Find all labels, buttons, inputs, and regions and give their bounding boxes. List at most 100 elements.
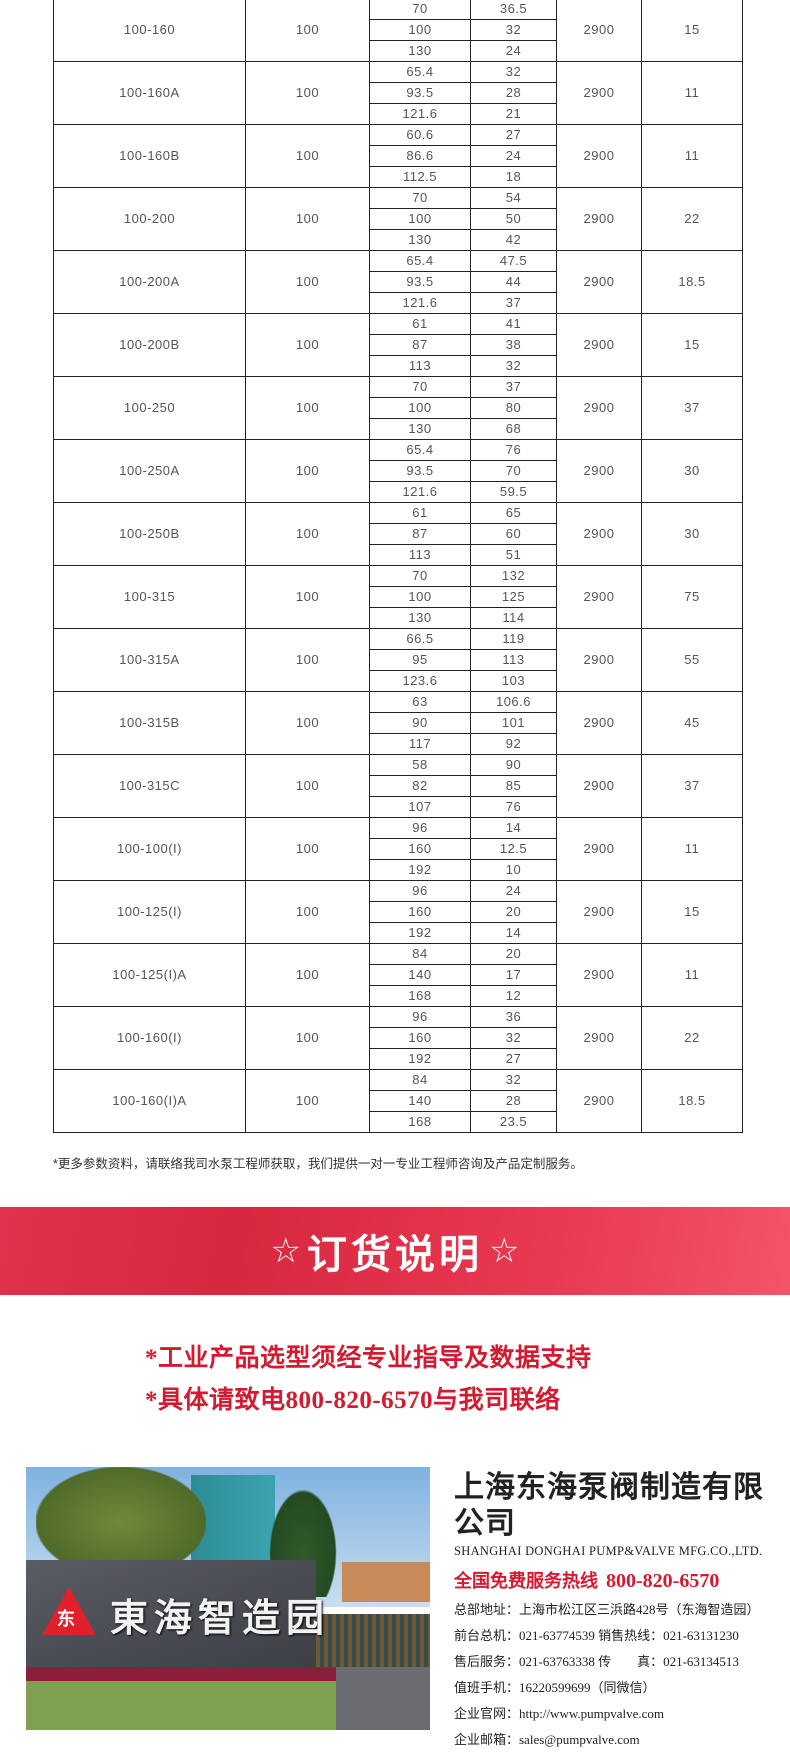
inlet-cell: 100 — [245, 187, 370, 251]
head-cell: 24 — [470, 880, 557, 902]
head-cell: 32 — [470, 1069, 557, 1091]
model-cell: 100-160A — [53, 61, 246, 125]
table-row: 100-125(I)A 100 84 20 2900 11 — [53, 943, 743, 1007]
flow-cell: 130 — [369, 40, 471, 62]
inlet-cell: 100 — [245, 754, 370, 818]
flow-cell: 93.5 — [369, 271, 471, 293]
table-row: 93.5 28 — [54, 82, 743, 104]
head-cell: 54 — [470, 187, 557, 209]
flow-cell: 168 — [369, 985, 471, 1007]
model-cell: 100-160(I)A — [53, 1069, 246, 1133]
factory-photo: 东 東海智造园 — [26, 1467, 430, 1730]
mobile: 值班手机：16220599699（同微信） — [454, 1680, 656, 1695]
order-info-banner: ☆ 订货说明 ☆ — [0, 1207, 790, 1295]
head-cell: 119 — [470, 628, 557, 650]
power-cell: 55 — [641, 628, 743, 692]
flow-cell: 96 — [369, 817, 471, 839]
head-cell: 80 — [470, 397, 557, 419]
power-cell: 30 — [641, 439, 743, 503]
flow-cell: 192 — [369, 922, 471, 944]
note-line: *具体请致电800-820-6570与我司联络 — [145, 1387, 561, 1414]
head-cell: 60 — [470, 523, 557, 545]
email-link[interactable]: 企业邮箱：sales@pumpvalve.com — [454, 1732, 640, 1747]
inlet-cell: 100 — [245, 628, 370, 692]
inlet-cell: 100 — [245, 0, 370, 62]
table-row: 160 20 — [54, 901, 743, 923]
table-row: 100-100(I) 100 96 14 2900 11 — [53, 817, 743, 881]
flow-cell: 160 — [369, 838, 471, 860]
flow-cell: 121.6 — [369, 103, 471, 125]
website-link[interactable]: 企业官网：http://www.pumpvalve.com — [454, 1706, 665, 1721]
head-cell: 32 — [470, 19, 557, 41]
head-cell: 47.5 — [470, 250, 557, 272]
flow-cell: 113 — [369, 544, 471, 566]
logo-char: 东 — [57, 1609, 75, 1629]
head-cell: 103 — [470, 670, 557, 692]
flow-cell: 66.5 — [369, 628, 471, 650]
head-cell: 21 — [470, 103, 557, 125]
head-cell: 27 — [470, 1048, 557, 1070]
flow-cell: 140 — [369, 1090, 471, 1112]
table-row: 93.5 44 — [54, 271, 743, 293]
head-cell: 32 — [470, 355, 557, 377]
head-cell: 44 — [470, 271, 557, 293]
head-cell: 65 — [470, 502, 557, 524]
speed-cell: 2900 — [556, 502, 642, 566]
flow-cell: 84 — [369, 943, 471, 965]
speed-cell: 2900 — [556, 61, 642, 125]
power-cell: 15 — [641, 313, 743, 377]
model-cell: 100-125(I) — [53, 880, 246, 944]
flow-cell: 160 — [369, 1027, 471, 1049]
power-cell: 37 — [641, 376, 743, 440]
inlet-cell: 100 — [245, 439, 370, 503]
hotline-number: 800-820-6570 — [606, 1570, 720, 1592]
table-row: 87 38 — [54, 334, 743, 356]
head-cell: 37 — [470, 376, 557, 398]
speed-cell: 2900 — [556, 1006, 642, 1070]
inlet-cell: 100 — [245, 565, 370, 629]
table-row: 100 80 — [54, 397, 743, 419]
inlet-cell: 100 — [245, 880, 370, 944]
flow-cell: 121.6 — [369, 292, 471, 314]
table-row: 192 10 — [54, 859, 743, 881]
flow-cell: 61 — [369, 502, 471, 524]
head-cell: 92 — [470, 733, 557, 755]
inlet-cell: 100 — [245, 943, 370, 1007]
table-row: 121.6 37 — [54, 292, 743, 314]
power-cell: 15 — [641, 0, 743, 62]
flow-cell: 70 — [369, 376, 471, 398]
speed-cell: 2900 — [556, 691, 642, 755]
head-cell: 50 — [470, 208, 557, 230]
head-cell: 20 — [470, 943, 557, 965]
flow-cell: 86.6 — [369, 145, 471, 167]
power-cell: 18.5 — [641, 1069, 743, 1133]
pump-spec-table: 100-160 100 70 36.5 2900 15 100 32 130 24 100-160A… — [53, 0, 743, 1133]
head-cell: 51 — [470, 544, 557, 566]
model-cell: 100-315A — [53, 628, 246, 692]
power-cell: 75 — [641, 565, 743, 629]
head-cell: 36.5 — [470, 0, 557, 20]
table-row: 100-160(I) 100 96 36 2900 22 — [53, 1006, 743, 1070]
star-icon: ☆ — [489, 1232, 520, 1270]
flow-cell: 192 — [369, 1048, 471, 1070]
table-row: 192 27 — [54, 1048, 743, 1070]
flow-cell: 130 — [369, 229, 471, 251]
head-cell: 12 — [470, 985, 557, 1007]
power-cell: 30 — [641, 502, 743, 566]
head-cell: 106.6 — [470, 691, 557, 713]
flow-cell: 160 — [369, 901, 471, 923]
model-cell: 100-315 — [53, 565, 246, 629]
table-row: 100-315B 100 63 106.6 2900 45 — [53, 691, 743, 755]
head-cell: 90 — [470, 754, 557, 776]
wall-sign: 東海智造园 — [110, 1596, 331, 1640]
table-row: 100-160B 100 60.6 27 2900 11 — [53, 124, 743, 188]
footnote: *更多参数资料，请联络我司水泵工程师获取，我们提供一对一专业工程师咨询及产品定制… — [53, 1157, 583, 1171]
inlet-cell: 100 — [245, 250, 370, 314]
inlet-cell: 100 — [245, 313, 370, 377]
flow-cell: 65.4 — [369, 250, 471, 272]
table-row: 100 50 — [54, 208, 743, 230]
flow-cell: 70 — [369, 187, 471, 209]
flow-cell: 117 — [369, 733, 471, 755]
head-cell: 24 — [470, 145, 557, 167]
speed-cell: 2900 — [556, 313, 642, 377]
